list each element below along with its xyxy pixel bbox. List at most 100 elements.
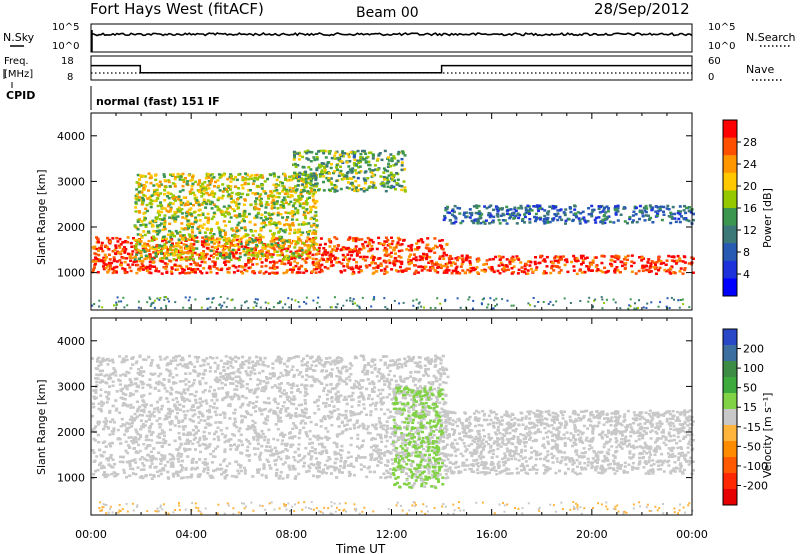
echo-cell (345, 177, 349, 181)
y-tick-label: 1000 (57, 267, 85, 280)
echo-cell (459, 265, 463, 268)
echo-cell (95, 247, 99, 251)
echo-cell (542, 301, 545, 303)
echo-cell (163, 227, 167, 231)
echo-cell (264, 203, 268, 206)
echo-cell (475, 204, 478, 207)
echo-cell (259, 251, 262, 254)
echo-cell (122, 256, 126, 260)
echo-cell (356, 238, 360, 241)
echo-cell (280, 259, 284, 263)
echo-cell (151, 225, 155, 228)
echo-cell (561, 255, 565, 258)
echo-cell (162, 252, 165, 255)
echo-cell (248, 238, 252, 241)
echo-cell (458, 212, 462, 215)
echo-cell (346, 246, 350, 250)
echo-cell (264, 258, 268, 261)
echo-cell (578, 269, 582, 272)
echo-cell (358, 165, 362, 168)
echo-cell (452, 210, 456, 214)
echo-cell (362, 177, 366, 180)
echo-cell (252, 257, 256, 260)
echo-cell (426, 243, 430, 246)
echo-cell (270, 255, 274, 259)
echo-cell (339, 169, 343, 173)
echo-cell (222, 239, 226, 242)
echo-cell (182, 180, 186, 184)
echo-cell (148, 260, 152, 264)
echo-cell (451, 208, 455, 211)
echo-cell (345, 152, 349, 156)
echo-cell (298, 228, 302, 231)
echo-cell (212, 215, 216, 219)
echo-cell (350, 169, 354, 172)
echo-cell (169, 270, 173, 273)
echo-cell (206, 221, 210, 224)
echo-cell (163, 221, 167, 225)
echo-cell (131, 250, 135, 253)
echo-cell (247, 306, 250, 309)
echo-cell (134, 246, 138, 250)
echo-cell (278, 302, 281, 304)
echo-cell (173, 177, 177, 181)
echo-cell (306, 231, 310, 234)
echo-cell (188, 238, 192, 242)
echo-cell (124, 247, 128, 251)
echo-cell (394, 269, 398, 272)
echo-cell (288, 175, 292, 179)
echo-cell (656, 206, 660, 209)
echo-cell (267, 302, 270, 305)
echo-cell (402, 239, 405, 242)
echo-cell (290, 271, 294, 274)
echo-cell (543, 260, 547, 263)
echo-cell (212, 252, 216, 255)
echo-cell (485, 206, 489, 210)
echo-cell (327, 161, 331, 164)
echo-cell (339, 248, 343, 251)
echo-cell (357, 251, 361, 254)
echo-cell (231, 248, 235, 252)
echo-cell (330, 261, 333, 264)
echo-cell (140, 196, 144, 200)
echo-cell (610, 255, 614, 258)
frequency-line (91, 64, 692, 74)
echo-cell (378, 152, 382, 155)
echo-cell (501, 212, 505, 216)
echo-cell (510, 304, 513, 307)
echo-cell (501, 298, 504, 301)
echo-cell (165, 262, 169, 266)
echo-cell (246, 243, 250, 246)
echo-cell (626, 221, 629, 225)
echo-cell (160, 307, 163, 310)
echo-cell (151, 301, 154, 304)
echo-cell (657, 268, 660, 272)
echo-cell (324, 156, 328, 159)
echo-cell (244, 241, 248, 245)
echo-cell (412, 253, 416, 256)
echo-cell (572, 254, 576, 258)
echo-cell (309, 177, 312, 180)
echo-cell (185, 259, 189, 262)
echo-cell (140, 262, 144, 265)
echo-cell (581, 259, 585, 262)
echo-cell (243, 219, 246, 223)
echo-cell (148, 257, 152, 261)
echo-cell (371, 157, 375, 160)
echo-cell (343, 269, 347, 272)
echo-cell (222, 174, 226, 177)
echo-cell (389, 165, 392, 168)
echo-cell (209, 306, 212, 309)
echo-cell (178, 253, 182, 257)
echo-cell (298, 256, 302, 259)
echo-cell (453, 262, 457, 265)
echo-cell (149, 205, 153, 209)
echo-cell (366, 155, 370, 159)
echo-cell (424, 265, 428, 268)
echo-cell (290, 298, 293, 301)
echo-cell (131, 263, 135, 266)
nave-label: Nave (746, 63, 774, 76)
echo-cell (549, 300, 552, 303)
echo-cell (240, 214, 244, 217)
echo-cell (631, 219, 635, 222)
